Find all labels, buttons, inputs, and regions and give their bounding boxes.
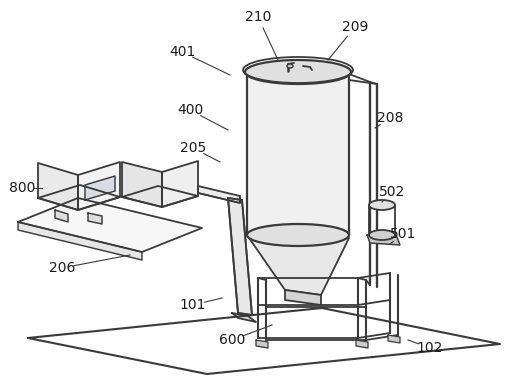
Polygon shape <box>38 163 78 210</box>
Polygon shape <box>38 185 120 210</box>
Ellipse shape <box>245 60 351 84</box>
Text: 401: 401 <box>169 45 195 59</box>
Text: 800: 800 <box>9 181 35 195</box>
Ellipse shape <box>369 230 395 240</box>
Polygon shape <box>388 335 400 343</box>
Polygon shape <box>55 210 68 222</box>
Text: 206: 206 <box>49 261 75 275</box>
Polygon shape <box>232 313 256 322</box>
Polygon shape <box>85 176 115 200</box>
Polygon shape <box>162 161 198 207</box>
Polygon shape <box>198 186 240 203</box>
Text: 400: 400 <box>177 103 203 117</box>
Polygon shape <box>18 222 142 260</box>
Text: 502: 502 <box>379 185 405 199</box>
Ellipse shape <box>287 64 293 68</box>
Text: 600: 600 <box>219 333 245 347</box>
Polygon shape <box>18 198 202 252</box>
Polygon shape <box>228 198 252 315</box>
Polygon shape <box>285 290 321 305</box>
Text: 209: 209 <box>342 20 368 34</box>
Text: 210: 210 <box>245 10 271 24</box>
Polygon shape <box>367 235 400 245</box>
Polygon shape <box>88 213 102 224</box>
Text: 102: 102 <box>417 341 443 355</box>
Text: 208: 208 <box>377 111 403 125</box>
Text: 101: 101 <box>180 298 206 312</box>
Polygon shape <box>256 340 268 348</box>
Ellipse shape <box>247 224 349 246</box>
Polygon shape <box>247 72 349 235</box>
Polygon shape <box>78 162 120 210</box>
Polygon shape <box>122 186 198 207</box>
Text: 501: 501 <box>390 227 416 241</box>
Polygon shape <box>356 340 368 348</box>
Text: 205: 205 <box>180 141 206 155</box>
Ellipse shape <box>369 200 395 210</box>
Polygon shape <box>247 235 349 295</box>
Polygon shape <box>122 162 162 207</box>
